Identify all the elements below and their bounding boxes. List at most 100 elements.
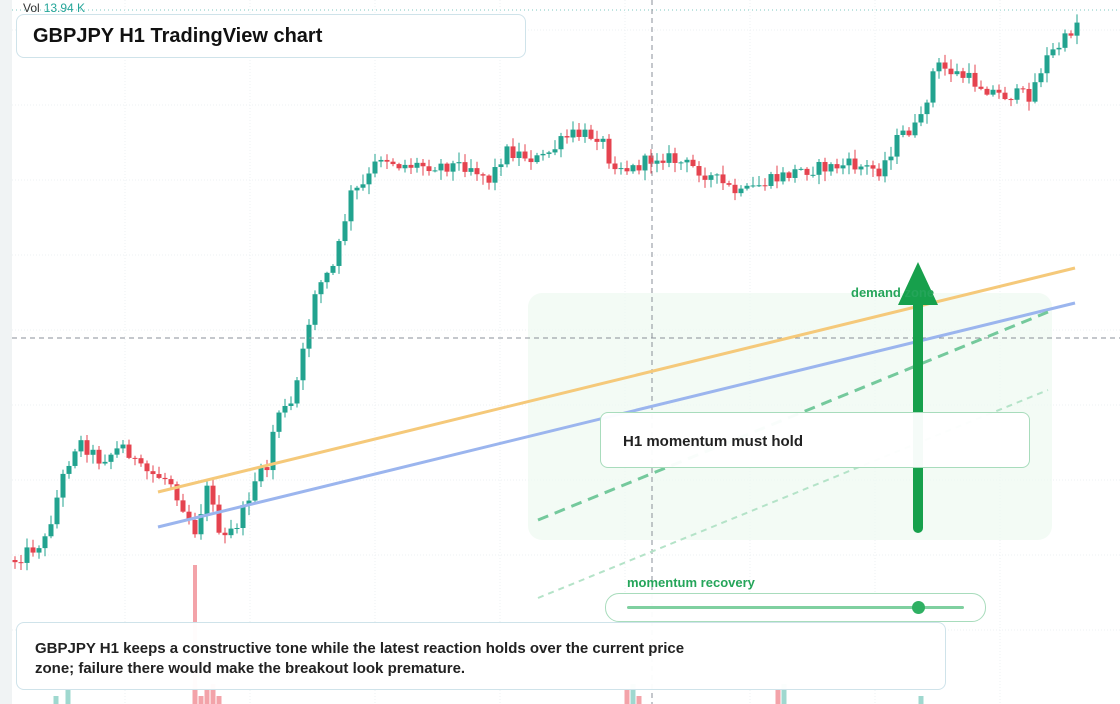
- candle-body: [348, 190, 354, 222]
- candle-body: [378, 159, 384, 162]
- candle-body: [804, 168, 810, 175]
- title: GBPJPY H1 TradingView chart: [33, 25, 323, 47]
- candle-body: [174, 484, 180, 501]
- candle-body: [294, 380, 300, 404]
- candle-body: [678, 162, 684, 164]
- candle-body: [180, 500, 186, 512]
- candle-body: [414, 162, 420, 168]
- note-box: H1 momentum must hold: [600, 412, 1030, 468]
- candle-body: [234, 528, 240, 530]
- candle-body: [810, 174, 816, 176]
- candle-body: [534, 155, 540, 163]
- candle-body: [642, 155, 648, 171]
- candle-body: [108, 454, 114, 462]
- candle-body: [228, 528, 234, 536]
- candle-body: [462, 162, 468, 172]
- candle-body: [96, 449, 102, 464]
- volume-bar: [630, 684, 636, 704]
- candle-body: [342, 221, 348, 242]
- candle-body: [18, 562, 24, 564]
- candle-body: [168, 479, 174, 485]
- candle-body: [426, 166, 432, 172]
- candle-body: [48, 524, 54, 537]
- candle-body: [696, 166, 702, 176]
- candle-body: [420, 162, 426, 167]
- caption-box: GBPJPY H1 keeps a constructive tone whil…: [16, 622, 946, 690]
- candle-body: [540, 153, 546, 156]
- candle-body: [840, 165, 846, 169]
- candle-body: [156, 474, 162, 478]
- volume-legend: Vol 13.94 K: [23, 1, 85, 15]
- candle-body: [582, 129, 588, 137]
- candle-body: [384, 159, 390, 162]
- candle-body: [222, 532, 228, 536]
- candle-body: [72, 451, 78, 466]
- candle-body: [132, 457, 138, 459]
- candle-body: [78, 440, 84, 452]
- volume-bar: [65, 690, 71, 704]
- candle-body: [1068, 33, 1074, 36]
- candle-body: [192, 519, 198, 535]
- candle-body: [564, 136, 570, 138]
- candle-body: [690, 159, 696, 167]
- candle-body: [528, 158, 534, 163]
- candle-body: [510, 146, 516, 159]
- zone-label: demand zone: [851, 285, 935, 300]
- candle-body: [726, 183, 732, 185]
- candle-body: [660, 160, 666, 163]
- slider-box[interactable]: [605, 593, 986, 622]
- candle-body: [252, 481, 258, 501]
- candle-body: [444, 163, 450, 172]
- candle-body: [366, 173, 372, 185]
- candle-body: [30, 547, 36, 553]
- candle-body: [1074, 22, 1080, 36]
- candle-body: [594, 138, 600, 142]
- candle-body: [186, 511, 192, 520]
- candle-body: [666, 153, 672, 163]
- candle-body: [396, 164, 402, 169]
- slider-track: [627, 606, 964, 609]
- candles: [12, 14, 1080, 704]
- candle-body: [630, 165, 636, 172]
- candle-body: [276, 412, 282, 432]
- candle-body: [372, 161, 378, 174]
- candle-body: [972, 72, 978, 87]
- candle-body: [834, 164, 840, 169]
- candle-body: [786, 172, 792, 178]
- volume-bar: [775, 690, 781, 704]
- candle-body: [732, 184, 738, 194]
- slider-knob[interactable]: [912, 601, 925, 614]
- candle-body: [498, 164, 504, 168]
- candle-body: [978, 86, 984, 89]
- candle-body: [486, 175, 492, 183]
- candle-body: [90, 449, 96, 455]
- candle-body: [942, 62, 948, 69]
- candle-body: [816, 161, 822, 175]
- candle-body: [846, 158, 852, 166]
- projection-line-faint: [537, 389, 1049, 599]
- candle-body: [390, 161, 396, 165]
- candle-body: [570, 129, 576, 138]
- candle-body: [636, 165, 642, 171]
- candle-body: [330, 265, 336, 273]
- slider-label: momentum recovery: [627, 575, 755, 590]
- candle-body: [54, 497, 60, 525]
- candle-body: [864, 165, 870, 167]
- volume-bar: [204, 690, 210, 704]
- candle-body: [870, 165, 876, 169]
- candle-body: [714, 174, 720, 176]
- candle-body: [738, 188, 744, 194]
- candle-body: [492, 167, 498, 183]
- candle-body: [246, 500, 252, 506]
- candle-body: [360, 184, 366, 188]
- candle-body: [546, 152, 552, 154]
- candle-body: [624, 168, 630, 172]
- candle-body: [906, 130, 912, 136]
- candle-body: [576, 129, 582, 137]
- candle-body: [612, 163, 618, 170]
- candle-body: [984, 88, 990, 95]
- candle-body: [558, 136, 564, 150]
- candle-body: [618, 168, 624, 170]
